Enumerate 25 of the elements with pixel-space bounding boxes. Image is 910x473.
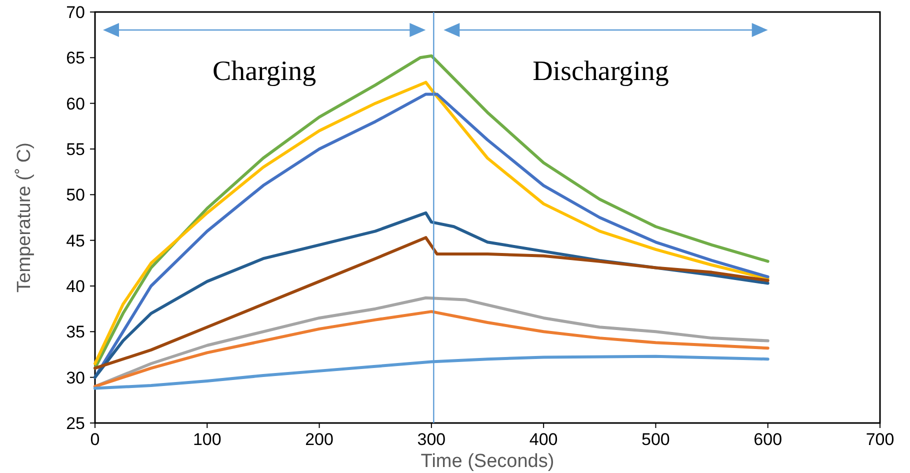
y-tick-label: 25 xyxy=(66,414,85,433)
y-tick-label: 60 xyxy=(66,94,85,114)
y-axis-title: Temperature (˚ C) xyxy=(14,142,35,292)
line-series xyxy=(94,310,770,388)
annotation: Charging xyxy=(212,56,316,87)
x-tick-label: 600 xyxy=(754,430,782,449)
y-tick-label: 70 xyxy=(66,2,85,22)
line-series xyxy=(94,296,770,388)
y-tick-label: 35 xyxy=(66,322,85,342)
y-tick-label: 65 xyxy=(66,48,85,68)
x-tick-label: 200 xyxy=(305,430,334,449)
y-tick-label: 50 xyxy=(66,186,85,205)
x-tick-label: 400 xyxy=(529,430,558,449)
x-tick-label: 300 xyxy=(417,430,446,449)
x-tick-label: 0 xyxy=(90,430,100,449)
x-tick-label: 500 xyxy=(642,430,670,449)
y-tick-label: 30 xyxy=(66,368,85,388)
x-tick-label: 100 xyxy=(192,430,222,449)
y-tick-label: 55 xyxy=(66,140,85,159)
line-series xyxy=(94,236,770,370)
y-tick-label: 40 xyxy=(66,276,85,296)
x-tick-label: 700 xyxy=(866,430,894,449)
x-axis-title: Time (Seconds) xyxy=(420,451,554,472)
y-tick-label: 45 xyxy=(66,231,85,250)
annotation: Discharging xyxy=(532,56,669,87)
